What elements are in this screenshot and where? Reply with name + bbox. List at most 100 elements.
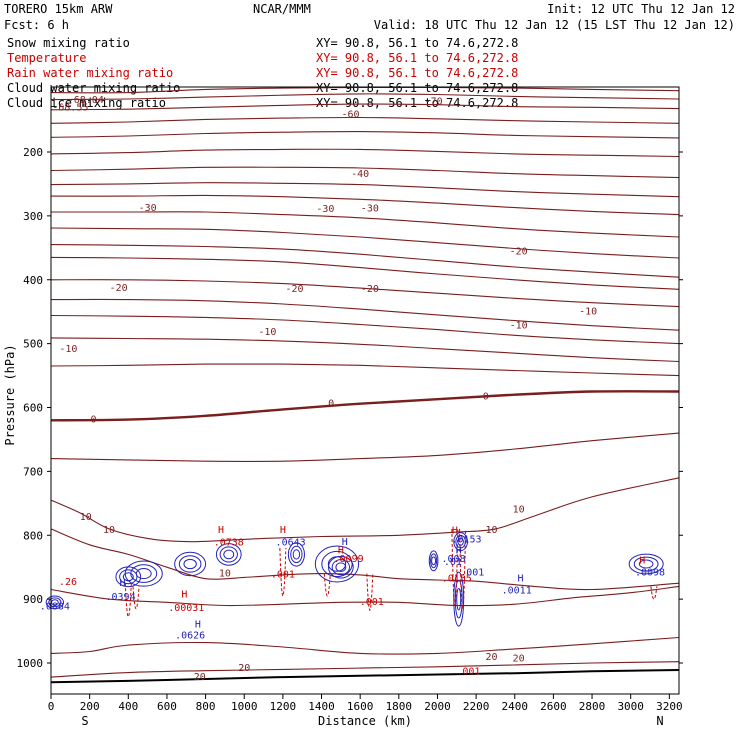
temperature-label: -40 — [351, 169, 369, 180]
temperature-contour — [50, 116, 680, 124]
extra-label: .008 — [442, 554, 466, 565]
temperature-contour — [50, 432, 680, 462]
cloud-label: .0884 — [40, 602, 70, 613]
rain-high-marker: H — [181, 589, 187, 600]
temperature-contour — [50, 279, 680, 308]
temperature-label: -20 — [510, 246, 528, 257]
rain-water-features — [124, 528, 658, 618]
temperature-label: 20 — [513, 653, 525, 664]
y-tick-label: 200 — [23, 146, 43, 159]
temperature-contour — [51, 211, 680, 238]
rain-water-contour — [650, 586, 658, 600]
cloud-water-contour — [633, 556, 659, 572]
field-name-cloud-water: Cloud water mixing ratio — [7, 81, 180, 95]
rain-water-contour — [279, 548, 287, 597]
rain-label: .001 — [271, 570, 295, 581]
y-tick-label: 500 — [23, 338, 43, 351]
cloud-water-contour — [48, 597, 62, 608]
x-axis-title: Distance (km) — [318, 714, 412, 728]
cloud-water-contour — [314, 545, 360, 583]
cloud-high-marker: H — [518, 573, 524, 584]
cloud-high-marker: H — [195, 619, 201, 630]
cloud-water-contour — [431, 556, 437, 566]
temperature-label: 0 — [483, 391, 489, 402]
x-axis: 0 200 400 600 800 1000 1200 1400 1600 1800 2000 220… — [48, 694, 683, 713]
cloud-water-contour — [638, 559, 654, 569]
temperature-contour-lower — [50, 528, 680, 591]
temperature-label: -68.55 — [52, 103, 88, 114]
field-name-temperature: Temperature — [7, 51, 86, 65]
cloud-water-contour — [430, 553, 438, 569]
temperature-label: 10 — [513, 504, 525, 515]
x-tick-label: 2000 — [424, 700, 451, 713]
model-title: TORERO 15km ARW — [4, 2, 113, 16]
temperature-contour — [50, 314, 680, 345]
rain-label: .0155 — [442, 573, 472, 584]
plot-area: -68.04-68.55 -60 -70 -40 -30 -30 -30 -20 -20 -20 -… — [17, 86, 683, 713]
cloud-label: .0643 — [276, 538, 306, 549]
cloud-water-contour — [135, 568, 152, 580]
cloud-label: .0626 — [175, 630, 205, 641]
cloud-water-contour — [428, 550, 439, 572]
rain-water-contour — [366, 573, 374, 611]
terrain — [50, 669, 680, 684]
cloud-water-contour — [119, 569, 138, 585]
rain-label: .00031 — [168, 603, 204, 614]
forecast-hour: Fcst: 6 h — [4, 18, 69, 32]
cloud-high-marker: H — [342, 537, 348, 548]
rain-high-marker: H — [280, 525, 286, 536]
x-tick-label: 1200 — [270, 700, 297, 713]
valid-time: Valid: 18 UTC Thu 12 Jan 12 (15 LST Thu … — [374, 18, 735, 32]
field-legend: Snow mixing ratio XY= 90.8, 56.1 to 74.6… — [7, 36, 518, 110]
temperature-contours — [50, 86, 680, 678]
cloud-high-marker: H — [119, 578, 125, 589]
rain-label: .001 — [456, 667, 480, 678]
field-xy-temperature: XY= 90.8, 56.1 to 74.6,272.8 — [316, 51, 518, 65]
cloud-water-contour — [290, 545, 303, 564]
temperature-contour-lower — [50, 661, 680, 678]
terrain-line — [50, 669, 680, 684]
cloud-water-contour — [215, 543, 242, 566]
temperature-label: 0 — [328, 398, 334, 409]
temperature-label: -20 — [110, 283, 128, 294]
temperature-label: 10 — [486, 525, 498, 536]
x-tick-label: 800 — [196, 700, 216, 713]
field-xy-rain: XY= 90.8, 56.1 to 74.6,272.8 — [316, 66, 518, 80]
temperature-label: -68.04 — [68, 95, 104, 106]
direction-north: N — [656, 714, 663, 728]
y-tick-label: 300 — [23, 210, 43, 223]
extra-label: .26 — [59, 577, 77, 588]
temperature-contour — [50, 244, 680, 278]
rain-label: .0099 — [334, 554, 364, 565]
field-xy-cloud-ice: XY= 90.8, 56.1 to 74.6,272.8 — [316, 96, 518, 110]
cloud-water-contour — [130, 564, 158, 583]
cloud-water-contour — [456, 587, 462, 611]
temperature-label: -20 — [361, 284, 379, 295]
temperature-label: 20 — [238, 663, 250, 674]
x-tick-label: 400 — [118, 700, 138, 713]
rain-water-contour — [459, 528, 467, 609]
cloud-label: .001 — [460, 568, 484, 579]
cloud-label: .0011 — [502, 586, 532, 597]
y-axis-title: Pressure (hPa) — [3, 344, 17, 445]
x-tick-label: 1400 — [308, 700, 335, 713]
y-tick-label: 600 — [23, 402, 43, 415]
temperature-label: 10 — [103, 525, 115, 536]
temperature-label: -60 — [341, 110, 359, 121]
cloud-water-contour — [331, 559, 351, 576]
cloud-water-contour — [183, 558, 197, 570]
cloud-water-contour — [453, 532, 468, 552]
temperature-contour — [50, 103, 680, 111]
x-tick-label: 600 — [157, 700, 177, 713]
temperature-label: 10 — [219, 568, 231, 579]
y-tick-label: 400 — [23, 274, 43, 287]
temperature-label: -30 — [361, 204, 379, 215]
temperature-label: -10 — [59, 344, 77, 355]
cloud-water-contour — [292, 549, 301, 560]
cloud-water-contour — [287, 542, 305, 567]
y-tick-label: 800 — [23, 529, 43, 542]
temperature-contour — [50, 131, 680, 139]
temperature-contour — [50, 337, 680, 363]
field-name-rain: Rain water mixing ratio — [7, 66, 173, 80]
